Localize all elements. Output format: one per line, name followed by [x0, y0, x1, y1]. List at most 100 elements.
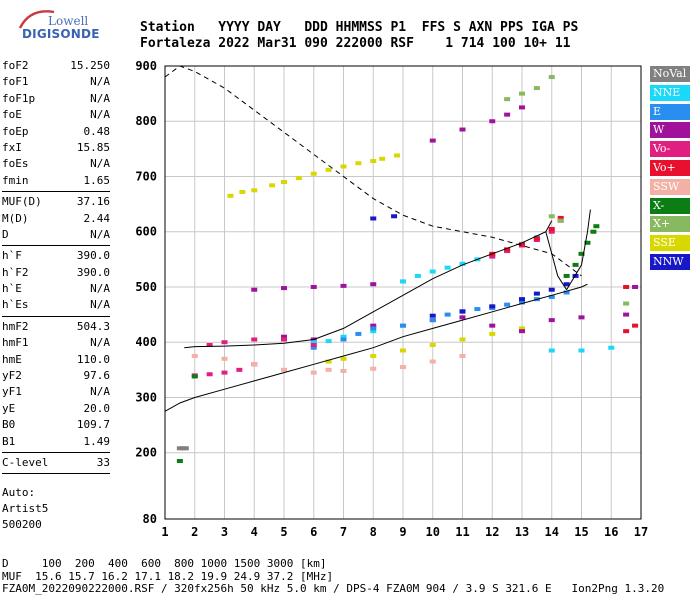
data-point-vo- [504, 247, 511, 252]
data-point-nne [340, 334, 347, 339]
polarization-legend: NoVal NNE E W Vo- Vo+ SSW X- X+ SSE NNW [650, 66, 690, 273]
data-point-e [355, 331, 362, 336]
data-point-nne [400, 279, 406, 284]
param-value: N/A [90, 75, 110, 89]
param-value: N/A [90, 336, 110, 350]
trace-line-trace2 [184, 220, 553, 349]
param-name: hmF1 [2, 336, 29, 350]
data-point-w [370, 323, 377, 328]
x-tick-label: 10 [426, 525, 440, 539]
param-value: 20.0 [83, 401, 111, 415]
param-row: yF2 97.6 [2, 368, 110, 384]
param-name: fmin [2, 173, 29, 187]
data-point-x- [533, 86, 540, 91]
data-point-x- [623, 301, 630, 306]
header-line2: Fortaleza 2022 Mar31 090 222000 RSF 1 71… [140, 36, 571, 51]
data-point-sse [281, 180, 287, 185]
legend-entry: Vo+ [650, 159, 690, 176]
data-point-nnw [519, 297, 525, 302]
data-point-x- [548, 75, 555, 80]
param-divider [2, 315, 110, 317]
data-point-x- [572, 262, 579, 267]
param-value: 2.44 [83, 211, 111, 225]
data-point-e [504, 302, 511, 307]
legend-entry: NoVal [650, 66, 690, 82]
param-row: MUF(D) 37.16 [2, 194, 110, 210]
header-line1: Station YYYY DAY DDD HHMMSS P1 FFS S AXN… [140, 20, 579, 35]
data-point-sse [379, 156, 386, 161]
param-value: 1.65 [83, 173, 111, 187]
data-point-sse [295, 176, 302, 181]
x-tick-label: 5 [280, 525, 287, 539]
param-value: N/A [90, 91, 110, 105]
param-divider [2, 451, 110, 453]
param-row: h`E N/A [2, 281, 110, 297]
data-point-nnw [370, 216, 377, 221]
data-point-sse [325, 359, 332, 364]
param-row: hmF1 N/A [2, 335, 110, 351]
x-tick-label: 13 [515, 525, 529, 539]
data-point-ssw [310, 370, 317, 375]
param-row: C-level 33 [2, 455, 110, 471]
param-name: h`F2 [2, 265, 29, 279]
param-value: N/A [90, 385, 110, 399]
param-row: M(D) 2.44 [2, 211, 110, 227]
x-tick-label: 11 [455, 525, 469, 539]
data-point-ssw [459, 354, 466, 359]
auto-scaling-info: Auto: Artist5 500200 [2, 485, 48, 533]
param-row: foEp 0.48 [2, 124, 110, 140]
param-value: 33 [96, 455, 110, 469]
data-point-vo- [632, 323, 639, 328]
x-tick-label: 3 [221, 525, 228, 539]
x-tick-label: 15 [574, 525, 588, 539]
data-point-ssw [191, 354, 198, 359]
data-point-vo- [236, 367, 243, 372]
param-value: 15.85 [76, 140, 110, 154]
data-point-x- [578, 251, 585, 256]
data-point-sse [325, 167, 332, 172]
param-row: hmE 110.0 [2, 352, 110, 368]
param-value: 15.250 [70, 59, 110, 72]
footer-info: D 100 200 400 600 800 1000 1500 3000 [km… [2, 557, 664, 596]
data-point-e [474, 307, 481, 312]
data-point-sse [227, 193, 234, 198]
trace-line-dashed [164, 65, 582, 277]
data-point-nne [370, 329, 377, 334]
y-tick-label: 800 [135, 114, 157, 128]
param-name: yE [2, 401, 16, 415]
param-row: h`Es N/A [2, 297, 110, 313]
auto-program: Artist5 [2, 502, 49, 515]
param-name: yF2 [2, 369, 22, 383]
param-row: hmF2 504.3 [2, 319, 110, 335]
data-point-nnw [548, 287, 555, 292]
data-point-ssw [251, 362, 258, 367]
param-name: foF1 [2, 75, 29, 89]
param-row: foF1 N/A [2, 74, 110, 90]
data-point-nnw [391, 214, 398, 219]
data-point-w [251, 287, 258, 292]
x-tick-label: 12 [485, 525, 499, 539]
data-point-w [632, 284, 639, 289]
data-point-vo- [533, 236, 540, 241]
param-value: 97.6 [83, 369, 111, 383]
x-tick-label: 9 [399, 525, 406, 539]
data-point-vo- [623, 284, 630, 289]
param-row: foE N/A [2, 107, 110, 123]
data-point-e [563, 290, 570, 295]
data-point-x- [191, 374, 198, 379]
data-point-w [578, 315, 585, 320]
data-point-sse [251, 188, 258, 193]
y-tick-label: 700 [135, 169, 157, 183]
data-point-sse [459, 337, 466, 342]
data-point-nnw [459, 309, 466, 314]
param-row: yF1 N/A [2, 384, 110, 400]
x-tick-label: 1 [161, 525, 168, 539]
x-tick-label: 17 [634, 525, 648, 539]
param-row: yE 20.0 [2, 401, 110, 417]
data-point-nne [310, 340, 317, 345]
trace-line-trace4 [566, 209, 591, 290]
data-point-w [281, 334, 287, 339]
data-point-e [548, 294, 555, 299]
data-point-w [489, 323, 496, 328]
